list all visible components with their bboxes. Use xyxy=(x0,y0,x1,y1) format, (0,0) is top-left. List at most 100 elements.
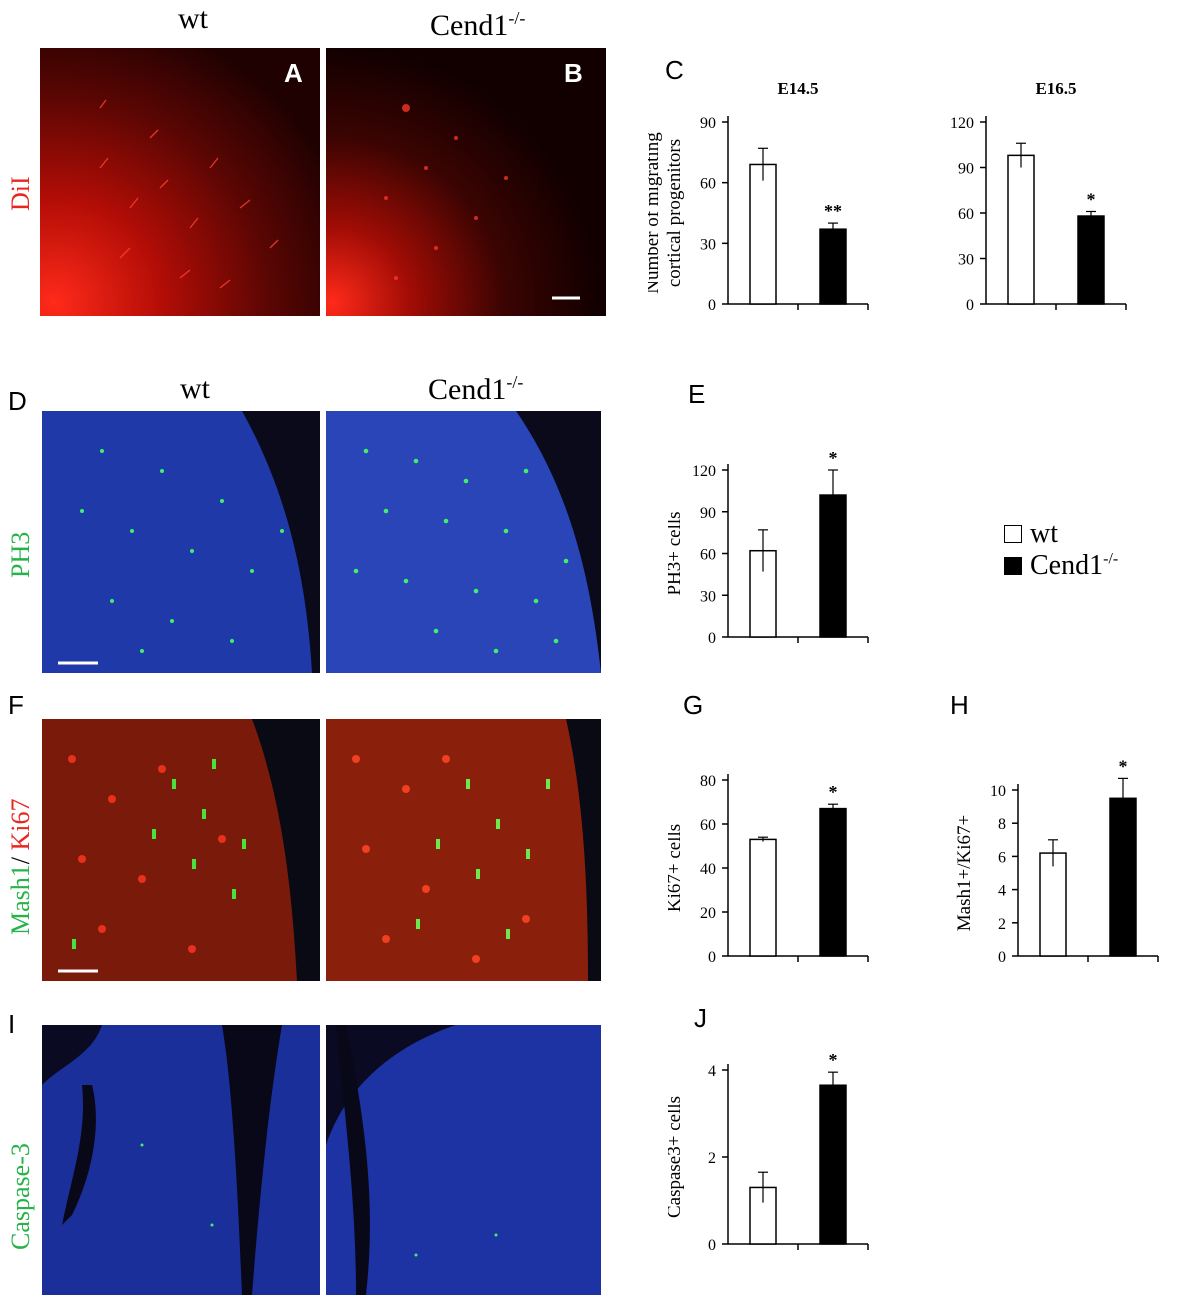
y-tick-label: 120 xyxy=(692,463,716,480)
significance-mark: * xyxy=(829,782,838,802)
y-tick-label: 2 xyxy=(998,916,1006,933)
y-axis-label: Ki67+ cells xyxy=(668,824,685,912)
y-tick-label: 0 xyxy=(708,949,716,966)
mash1-cells-wt xyxy=(72,759,246,949)
y-tick-label: 10 xyxy=(990,783,1006,800)
panel-letter-j: J xyxy=(694,1003,707,1033)
slash-label: / xyxy=(6,850,35,865)
y-tick-label: 0 xyxy=(708,1237,716,1254)
y-tick-label: 60 xyxy=(958,206,974,223)
significance-mark: * xyxy=(1119,760,1128,776)
y-tick-label: 4 xyxy=(998,883,1006,900)
y-tick-label: 6 xyxy=(998,849,1006,866)
panel-letter-f: F xyxy=(8,690,24,720)
micrograph-mash1-wt xyxy=(42,719,320,981)
chart-c-e14-5: E14.5 Number of migrating cortical progeni… xyxy=(642,72,878,362)
significance-mark: ** xyxy=(824,201,842,221)
y-tick-label: 60 xyxy=(700,547,716,564)
y-tick-label: 8 xyxy=(998,816,1006,833)
y-axis-label: Mash1+/Ki67+ xyxy=(954,815,975,931)
chart-c-e16-5: E16.5 0 30 60 90 120 * xyxy=(926,72,1146,362)
row-label-ph3: PH3 xyxy=(6,531,35,578)
significance-mark: * xyxy=(1087,189,1096,209)
caspase-cells-wt xyxy=(140,1143,214,1227)
legend: wt Cend1-/- xyxy=(1004,518,1118,582)
dil-cells-cend1 xyxy=(384,104,508,280)
y-tick-label: 0 xyxy=(708,630,716,647)
bar-cend1 xyxy=(819,807,847,957)
chart-g-ki67: Ki67+ cells 0 20 40 60 80 * xyxy=(664,760,878,970)
chart-title: E14.5 xyxy=(777,79,818,98)
y-tick-label: 40 xyxy=(700,861,716,878)
row-label-caspase: Caspase-3 xyxy=(6,1143,35,1250)
micrograph-caspase-cend1 xyxy=(326,1025,601,1295)
legend-label-wt: wt xyxy=(1030,518,1058,549)
chart-j-caspase3: Caspase3+ cells 0 2 4 * xyxy=(664,1050,878,1260)
y-tick-label: 4 xyxy=(708,1063,716,1080)
y-tick-label: 90 xyxy=(958,161,974,178)
significance-mark: * xyxy=(829,1050,838,1070)
y-tick-label: 0 xyxy=(998,949,1006,966)
bar-wt xyxy=(1039,852,1067,957)
row-label-dil: DiI xyxy=(6,176,35,211)
panel-letter-i: I xyxy=(8,1009,16,1039)
panel-letter-b: B xyxy=(564,58,583,88)
bar-cend1 xyxy=(819,1084,847,1245)
panel-letter-h: H xyxy=(950,690,969,720)
legend-swatch-cend1 xyxy=(1004,557,1022,575)
y-tick-label: 0 xyxy=(966,297,974,314)
legend-label-cend1: Cend1-/- xyxy=(1030,550,1119,581)
y-tick-label: 80 xyxy=(700,773,716,790)
y-tick-label: 30 xyxy=(958,252,974,269)
y-tick-label: 90 xyxy=(700,505,716,522)
mash1-cells-cend1 xyxy=(416,779,550,939)
dil-cells-wt xyxy=(99,99,279,289)
ki67-cells-cend1 xyxy=(352,755,530,963)
y-tick-label: 20 xyxy=(700,905,716,922)
micrograph-dil-wt: A xyxy=(40,48,320,316)
legend-item-cend1: Cend1-/- xyxy=(1004,550,1118,582)
header-cend1-mid: Cend1-/- xyxy=(428,372,524,406)
y-tick-label: 2 xyxy=(708,1150,716,1167)
y-axis-label: Caspase3+ cells xyxy=(668,1096,685,1218)
y-tick-label: 60 xyxy=(700,176,716,193)
mash1-label: Mash1 xyxy=(6,864,35,935)
header-wt-mid: wt xyxy=(180,372,210,405)
panel-letter-a: A xyxy=(284,58,303,88)
panel-letter-d: D xyxy=(8,386,27,416)
legend-swatch-wt xyxy=(1004,525,1022,543)
micrograph-ph3-wt xyxy=(42,411,320,673)
panel-letter-e: E xyxy=(688,379,706,409)
significance-mark: * xyxy=(829,448,838,468)
y-tick-label: 90 xyxy=(700,115,716,132)
ki67-label: Ki67 xyxy=(6,798,35,851)
caspase-cells-cend1 xyxy=(414,1233,498,1257)
header-cend1-top: Cend1-/- xyxy=(430,8,526,42)
legend-item-wt: wt xyxy=(1004,518,1118,550)
panel-letter-c: C xyxy=(665,55,684,85)
y-tick-label: 120 xyxy=(950,115,974,132)
bar-wt xyxy=(749,838,777,957)
bar-cend1 xyxy=(819,228,847,305)
micrograph-caspase-wt xyxy=(42,1025,320,1295)
row-label-mash1-ki67: Mash1/ Ki67 xyxy=(6,798,36,935)
y-tick-label: 30 xyxy=(700,236,716,253)
header-wt-top: wt xyxy=(178,2,208,35)
y-axis-label: cortical progenitors xyxy=(664,139,685,287)
y-tick-label: 60 xyxy=(700,817,716,834)
bar-wt xyxy=(749,163,777,305)
micrograph-ph3-cend1 xyxy=(326,411,601,673)
ph3-cells-wt xyxy=(80,449,284,653)
micrograph-dil-cend1: B xyxy=(326,48,606,316)
bar-wt xyxy=(1007,154,1035,305)
y-axis-label: Number of migrating xyxy=(648,132,663,294)
panel-letter-g: G xyxy=(683,690,704,720)
bar-cend1 xyxy=(1109,797,1137,957)
chart-e-ph3: PH3+ cells 0 30 60 90 120 * xyxy=(664,440,878,655)
y-axis-label: PH3+ cells xyxy=(668,511,685,595)
micrograph-mash1-cend1 xyxy=(326,719,601,981)
ki67-cells-wt xyxy=(68,755,226,953)
chart-title: E16.5 xyxy=(1035,79,1076,98)
y-tick-label: 0 xyxy=(708,297,716,314)
y-tick-label: 30 xyxy=(700,588,716,605)
